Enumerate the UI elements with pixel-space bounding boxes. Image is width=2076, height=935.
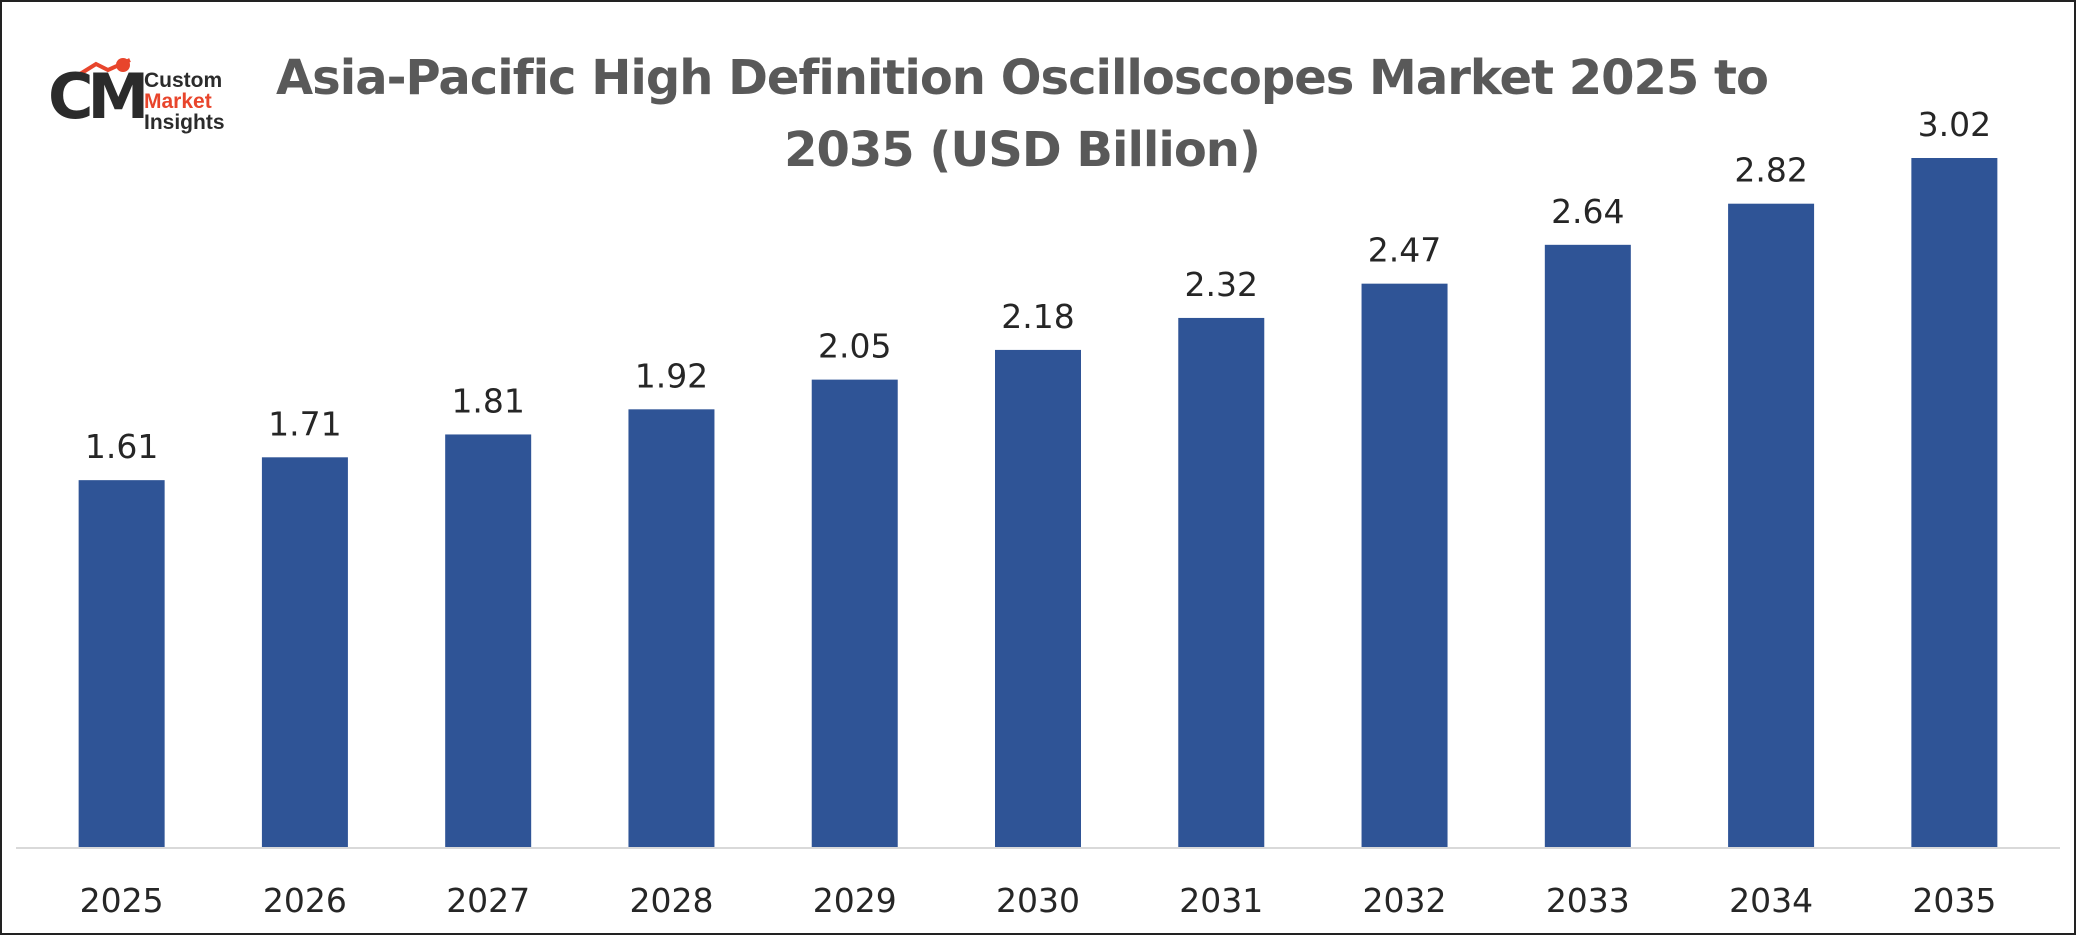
bar-2026	[261, 457, 348, 848]
data-label-group: 1.61 1.71 1.81 1.92 2.05 2.18 2.32 2.47 2.64 2.82…	[85, 105, 1991, 466]
data-label-2035: 3.02	[1918, 105, 1991, 144]
data-label-2030: 2.18	[1001, 297, 1074, 336]
bar-2031	[1178, 317, 1265, 848]
logo-word-market: Market	[144, 90, 212, 113]
x-tick-label-2031: 2031	[1179, 881, 1263, 920]
data-label-2031: 2.32	[1185, 265, 1258, 304]
x-tick-label-2025: 2025	[80, 881, 164, 920]
data-label-2029: 2.05	[818, 327, 891, 366]
bar-2033	[1544, 244, 1631, 849]
logo-dot-icon	[116, 58, 130, 72]
data-label-2032: 2.47	[1368, 231, 1441, 270]
bar-2025	[78, 480, 165, 848]
x-tick-label-2029: 2029	[813, 881, 897, 920]
company-logo: CM Custom Market Insights	[48, 54, 248, 144]
x-tick-label-2027: 2027	[446, 881, 530, 920]
x-tick-group: 2025 2026 2027 2028 2029 2030 2031 2032 2033 2034…	[80, 881, 1997, 920]
chart-title: Asia-Pacific High Definition Oscilloscop…	[276, 50, 1769, 178]
logo-mark: CM	[48, 60, 149, 133]
data-label-2034: 2.82	[1734, 151, 1807, 190]
x-tick-label-2028: 2028	[629, 881, 713, 920]
x-tick-label-2026: 2026	[263, 881, 347, 920]
x-tick-label-2032: 2032	[1363, 881, 1447, 920]
data-label-2028: 1.92	[635, 356, 708, 395]
bar-2030	[995, 349, 1081, 848]
x-tick-label-2033: 2033	[1546, 881, 1630, 920]
data-label-2027: 1.81	[451, 381, 524, 420]
bar-2027	[445, 434, 532, 848]
data-label-2025: 1.61	[85, 427, 158, 466]
bar-2035	[1911, 158, 1998, 848]
bar-2028	[628, 409, 715, 848]
bar-group	[78, 158, 1998, 849]
data-label-2033: 2.64	[1551, 192, 1624, 231]
x-tick-label-2034: 2034	[1729, 881, 1813, 920]
logo-word-insights: Insights	[144, 111, 225, 134]
bar-2029	[811, 379, 898, 848]
x-tick-label-2030: 2030	[996, 881, 1080, 920]
bar-2034	[1728, 203, 1815, 848]
x-tick-label-2035: 2035	[1912, 881, 1996, 920]
logo-wordmark: Custom Market Insights	[144, 70, 225, 133]
logo-word-custom: Custom	[144, 69, 223, 92]
bar-2032	[1361, 283, 1448, 849]
data-label-2026: 1.71	[268, 404, 341, 443]
